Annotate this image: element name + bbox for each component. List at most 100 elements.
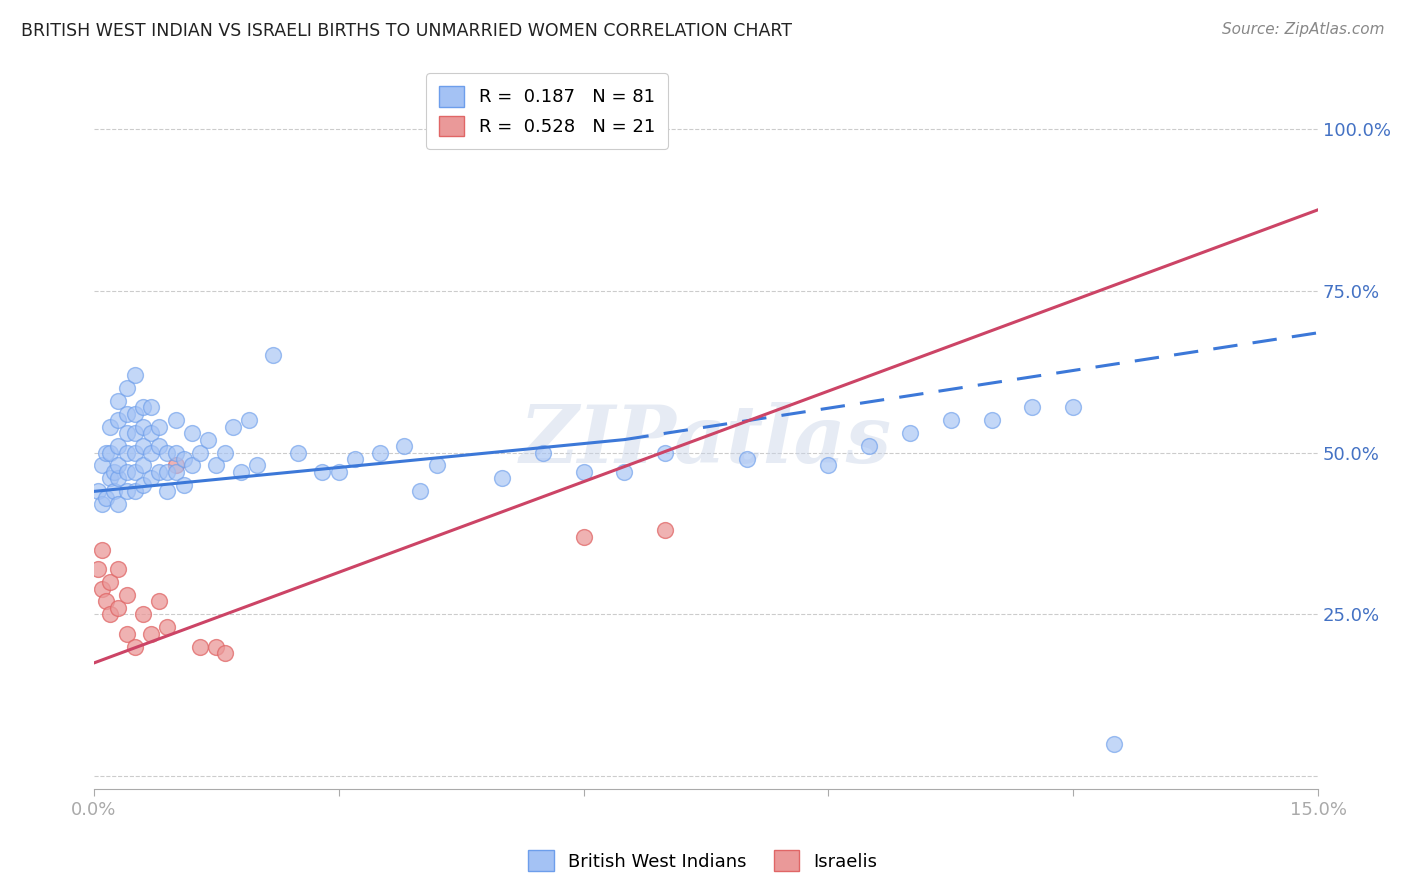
Point [205, 640, 228, 654]
Point [214, 445, 236, 459]
Point [139, 445, 162, 459]
Point [107, 413, 129, 427]
Point [91, 497, 114, 511]
Point [103, 465, 125, 479]
Text: BRITISH WEST INDIAN VS ISRAELI BIRTHS TO UNMARRIED WOMEN CORRELATION CHART: BRITISH WEST INDIAN VS ISRAELI BIRTHS TO… [21, 22, 792, 40]
Point [165, 458, 187, 473]
Point [115, 588, 138, 602]
Point [368, 445, 391, 459]
Point [139, 426, 162, 441]
Point [817, 458, 839, 473]
Point [98, 445, 121, 459]
Point [115, 627, 138, 641]
Point [311, 465, 333, 479]
Point [132, 478, 155, 492]
Point [148, 465, 170, 479]
Point [491, 471, 513, 485]
Point [132, 458, 155, 473]
Point [96, 445, 118, 459]
Point [132, 401, 155, 415]
Point [165, 445, 187, 459]
Point [91, 542, 114, 557]
Point [98, 471, 121, 485]
Point [96, 491, 118, 505]
Point [139, 627, 162, 641]
Point [115, 465, 138, 479]
Point [572, 530, 595, 544]
Point [654, 523, 676, 537]
Point [238, 413, 260, 427]
Point [165, 413, 187, 427]
Point [188, 445, 211, 459]
Point [139, 471, 162, 485]
Point [939, 413, 962, 427]
Point [107, 562, 129, 576]
Point [124, 426, 146, 441]
Point [107, 439, 129, 453]
Point [426, 458, 449, 473]
Point [115, 426, 138, 441]
Point [107, 601, 129, 615]
Point [132, 439, 155, 453]
Point [124, 640, 146, 654]
Point [148, 419, 170, 434]
Point [124, 445, 146, 459]
Point [392, 439, 415, 453]
Point [173, 452, 195, 467]
Point [87, 562, 110, 576]
Point [858, 439, 880, 453]
Point [91, 582, 114, 596]
Point [188, 640, 211, 654]
Point [246, 458, 269, 473]
Point [98, 419, 121, 434]
Point [173, 478, 195, 492]
Point [107, 458, 129, 473]
Point [148, 439, 170, 453]
Point [214, 646, 236, 660]
Point [180, 458, 202, 473]
Point [1021, 401, 1043, 415]
Point [344, 452, 367, 467]
Legend: R =  0.187   N = 81, R =  0.528   N = 21: R = 0.187 N = 81, R = 0.528 N = 21 [426, 73, 668, 149]
Point [205, 458, 228, 473]
Point [107, 471, 129, 485]
Text: ZIPatlas: ZIPatlas [520, 402, 891, 480]
Point [107, 497, 129, 511]
Point [156, 620, 179, 634]
Point [197, 433, 219, 447]
Point [572, 465, 595, 479]
Point [124, 484, 146, 499]
Point [287, 445, 309, 459]
Point [98, 607, 121, 622]
Point [115, 407, 138, 421]
Point [263, 348, 285, 362]
Point [115, 484, 138, 499]
Point [87, 484, 110, 499]
Point [156, 445, 179, 459]
Point [148, 594, 170, 608]
Legend: British West Indians, Israelis: British West Indians, Israelis [522, 843, 884, 879]
Point [1102, 737, 1125, 751]
Point [124, 407, 146, 421]
Point [328, 465, 350, 479]
Point [107, 393, 129, 408]
Point [115, 445, 138, 459]
Point [156, 465, 179, 479]
Point [156, 484, 179, 499]
Point [115, 381, 138, 395]
Text: Source: ZipAtlas.com: Source: ZipAtlas.com [1222, 22, 1385, 37]
Point [132, 419, 155, 434]
Point [103, 484, 125, 499]
Point [654, 445, 676, 459]
Point [139, 401, 162, 415]
Point [96, 594, 118, 608]
Point [1062, 401, 1084, 415]
Point [221, 419, 243, 434]
Point [180, 426, 202, 441]
Point [124, 368, 146, 382]
Point [735, 452, 758, 467]
Point [980, 413, 1002, 427]
Point [98, 574, 121, 589]
Point [91, 458, 114, 473]
Point [132, 607, 155, 622]
